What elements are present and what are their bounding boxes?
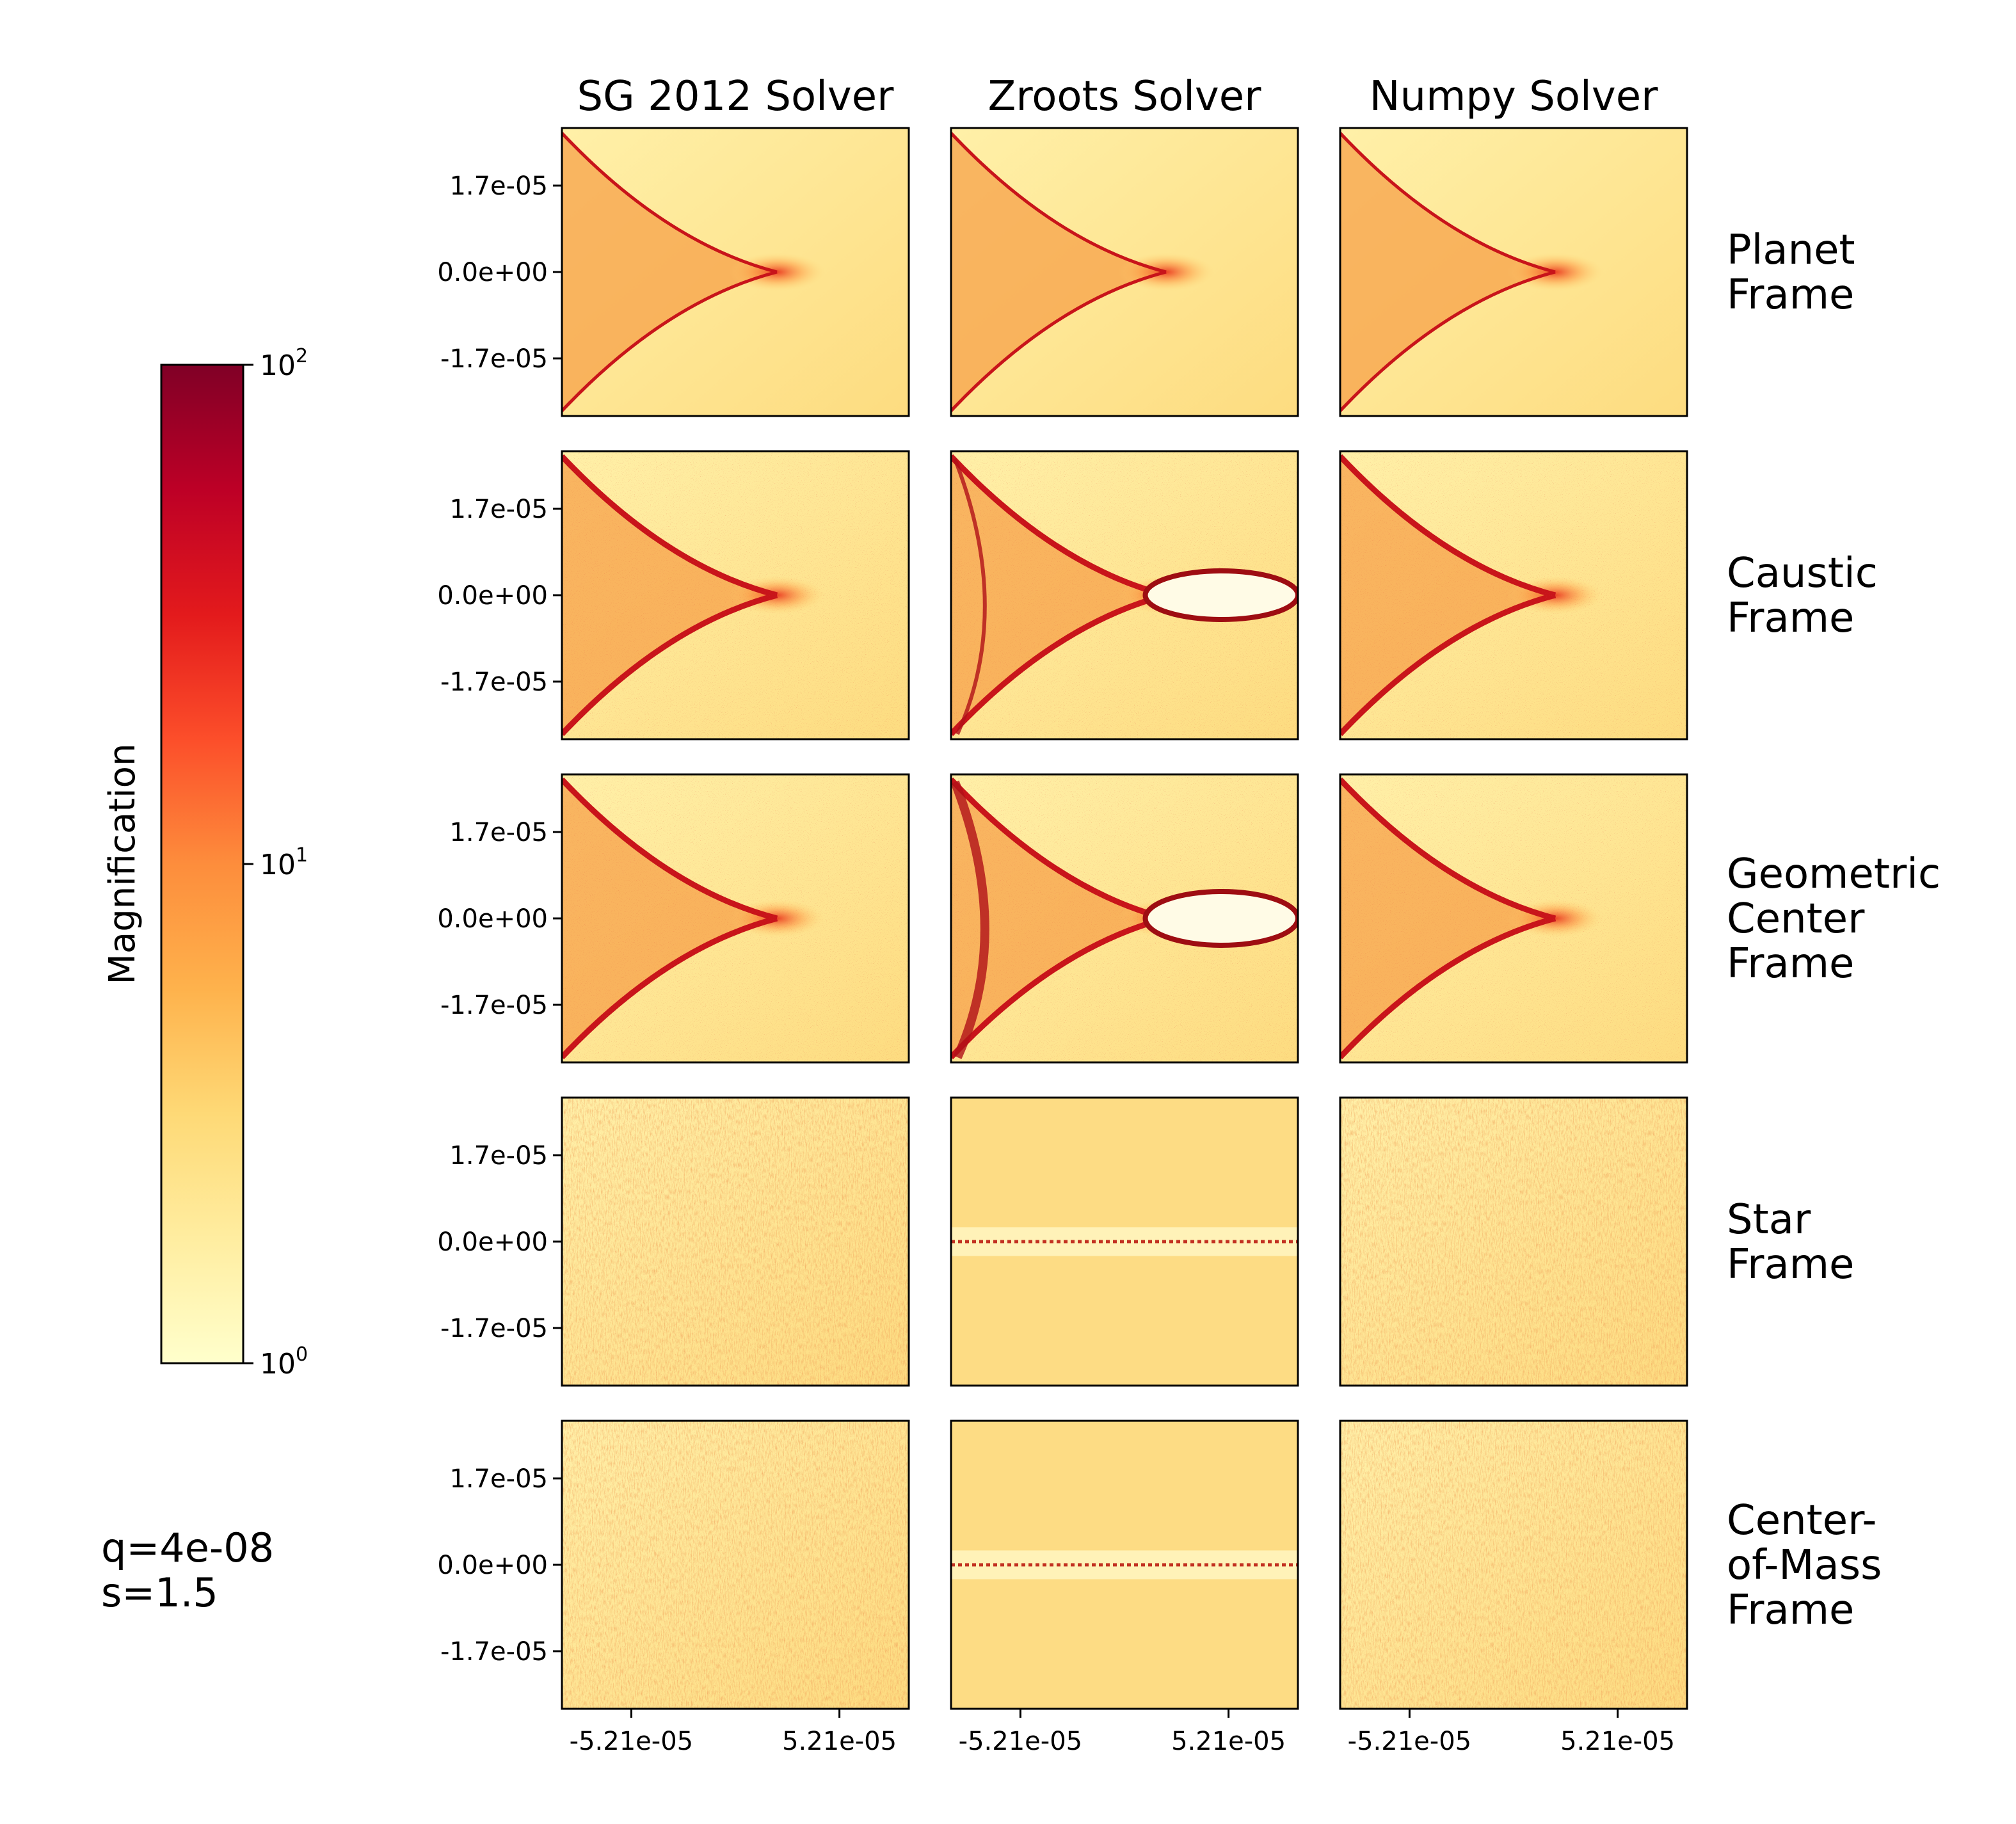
heatmap-panel — [1339, 773, 1688, 1064]
row-label: Planet — [1727, 227, 1855, 274]
y-tick-label: -1.7e-05 — [440, 668, 548, 697]
row-label: of-Mass — [1727, 1542, 1882, 1589]
heatmap-panel — [1339, 127, 1688, 417]
y-tick-label: -1.7e-05 — [440, 991, 548, 1020]
y-tick-label: -1.7e-05 — [440, 1637, 548, 1667]
heatmap-panel: -5.21e-05 5.21e-05 — [1339, 1420, 1688, 1756]
y-tick-label: 1.7e-05 — [449, 818, 548, 847]
heatmap-panel: 1.7e-05 0.0e+00 -1.7e-05 -5.21e-05 5.21e-05 — [437, 1420, 910, 1756]
parameter-text: s=1.5 — [101, 1569, 218, 1616]
colorbar-label: Magnification — [102, 744, 143, 985]
x-tick-label: 5.21e-05 — [1560, 1727, 1675, 1756]
column-title: SG 2012 Solver — [577, 73, 895, 120]
x-tick-label: -5.21e-05 — [570, 1727, 693, 1756]
heatmap-panel — [950, 450, 1299, 740]
row-label: Caustic — [1727, 550, 1878, 597]
row-label: Frame — [1727, 940, 1854, 988]
y-tick-label: 0.0e+00 — [437, 1228, 548, 1257]
y-tick-label: -1.7e-05 — [440, 1314, 548, 1343]
y-tick-label: 0.0e+00 — [437, 581, 548, 611]
x-tick-label: -5.21e-05 — [959, 1727, 1082, 1756]
y-tick-label: 0.0e+00 — [437, 258, 548, 287]
colorbar — [160, 364, 244, 1364]
colorbar-tick-label: 102 — [260, 345, 308, 382]
row-label: Center- — [1727, 1497, 1876, 1544]
row-label: Frame — [1727, 1587, 1854, 1634]
column-title: Zroots Solver — [988, 73, 1262, 120]
heatmap-panel — [950, 1096, 1299, 1387]
row-label: Star — [1727, 1196, 1811, 1244]
y-tick-label: 1.7e-05 — [449, 495, 548, 524]
x-tick-label: -5.21e-05 — [1348, 1727, 1471, 1756]
column-title: Numpy Solver — [1370, 73, 1658, 120]
colorbar-tick-label: 100 — [260, 1343, 308, 1380]
y-tick-label: 1.7e-05 — [449, 1464, 548, 1494]
heatmap-panel — [950, 773, 1299, 1064]
y-tick-label: -1.7e-05 — [440, 344, 548, 374]
x-tick-label: 5.21e-05 — [1171, 1727, 1286, 1756]
heatmap-panel: 1.7e-05 0.0e+00 -1.7e-05 — [437, 1096, 910, 1387]
colorbar-tick-label: 101 — [260, 844, 308, 881]
y-tick-label: 0.0e+00 — [437, 904, 548, 934]
row-label: Center — [1727, 895, 1865, 943]
heatmap-panel: -5.21e-05 5.21e-05 — [950, 1420, 1299, 1756]
heatmap-panel — [1339, 450, 1688, 740]
x-tick-label: 5.21e-05 — [782, 1727, 897, 1756]
y-tick-label: 1.7e-05 — [449, 172, 548, 201]
parameter-text: q=4e-08 — [101, 1524, 274, 1571]
row-label: Geometric — [1727, 851, 1940, 898]
y-tick-label: 0.0e+00 — [437, 1551, 548, 1580]
heatmap-panel — [950, 127, 1299, 417]
heatmap-panel: 1.7e-05 0.0e+00 -1.7e-05 — [437, 450, 910, 740]
row-label: Frame — [1727, 595, 1854, 642]
row-label: Frame — [1727, 1241, 1854, 1288]
y-tick-label: 1.7e-05 — [449, 1141, 548, 1171]
heatmap-panel: 1.7e-05 0.0e+00 -1.7e-05 — [437, 127, 910, 417]
row-label: Frame — [1727, 271, 1854, 319]
heatmap-panel: 1.7e-05 0.0e+00 -1.7e-05 — [437, 773, 910, 1064]
heatmap-panel — [1339, 1096, 1688, 1387]
